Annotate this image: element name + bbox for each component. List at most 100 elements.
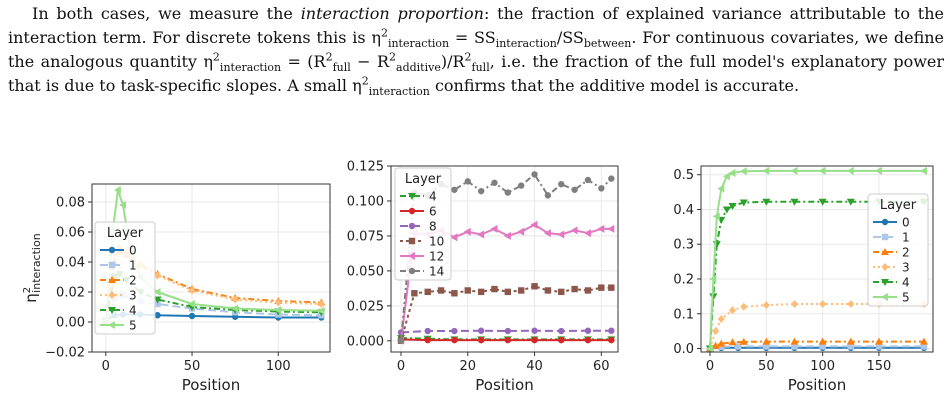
chart1-marker <box>317 300 325 308</box>
chart2-marker <box>583 229 591 238</box>
chart2-marker <box>491 285 498 293</box>
math-run: )/R <box>440 52 465 71</box>
chart3-xtick-label: 0 <box>706 359 714 374</box>
chart3-marker <box>846 337 855 345</box>
chart2-xtick-label: 60 <box>593 359 610 374</box>
chart3-series-3 <box>706 300 928 353</box>
math-run: = SS <box>449 28 496 47</box>
chart1-marker <box>154 271 162 280</box>
chart2-marker <box>558 180 565 188</box>
chart1-xlabel: Position <box>182 376 240 394</box>
chart3-marker <box>920 343 928 350</box>
chart2-xtick-label: 20 <box>460 359 477 374</box>
chart2-legend-label: 14 <box>429 265 444 279</box>
chart1-marker <box>231 295 239 304</box>
chart1-legend-label: 4 <box>129 304 137 318</box>
math-sup: 2 <box>212 50 220 64</box>
chart3-marker <box>712 327 720 336</box>
chart3-legend-title: Layer <box>880 198 917 213</box>
chart2-marker <box>584 336 592 344</box>
math-sub: full <box>471 61 490 75</box>
chart1-legend-label: 2 <box>129 274 137 288</box>
chart1-legend-title: Layer <box>107 226 144 241</box>
chart1-marker <box>231 304 239 313</box>
chart3-marker <box>881 293 888 301</box>
chart2-marker <box>557 230 565 239</box>
chart2-legend-label: 8 <box>429 220 437 234</box>
chart2-marker <box>584 176 592 184</box>
chart3-xtick-label: 150 <box>867 359 892 374</box>
chart2-marker <box>408 207 416 215</box>
math-run: = (R <box>281 52 326 71</box>
chart2-marker <box>504 327 512 335</box>
chart3-marker <box>734 343 742 350</box>
chart3-marker <box>881 218 889 226</box>
chart1-xtick-label: 100 <box>266 359 291 374</box>
chart2-marker <box>584 327 592 334</box>
chart2-marker <box>451 186 458 193</box>
chart1-frame <box>91 183 331 353</box>
math-sup: 2 <box>389 50 397 64</box>
chart1-marker <box>274 306 282 314</box>
chart2-marker <box>477 327 485 334</box>
chart2-marker <box>517 287 525 294</box>
chart-3: 0.00.10.20.30.40.50 50 100 150PositionLayer… <box>673 165 934 394</box>
chart1-ytick-label: 0.08 <box>56 196 85 211</box>
chart2-ytick-label: 0.125 <box>347 160 384 175</box>
chart2-marker <box>408 252 415 260</box>
chart3-marker <box>711 341 720 349</box>
chart2-marker <box>424 288 431 296</box>
chart3-xtick-label: 50 <box>758 359 775 374</box>
chart2-ytick-label: 0.100 <box>347 194 384 209</box>
chart2-series-line <box>400 173 612 341</box>
chart2-marker <box>408 237 416 245</box>
chart1-ytick-label: 0.04 <box>56 256 85 271</box>
chart3-marker <box>717 184 725 193</box>
chart3-marker <box>790 198 799 206</box>
chart2-marker <box>477 230 485 239</box>
chart1-ytick-label: 0.06 <box>56 226 85 241</box>
chart2-marker <box>570 226 578 235</box>
chart2-marker <box>463 227 471 236</box>
chart3-marker <box>740 302 748 311</box>
chart2-marker <box>597 224 605 233</box>
chart2-marker <box>571 186 578 193</box>
chart2-marker <box>608 284 615 291</box>
chart3-marker <box>763 343 770 350</box>
chart2-marker <box>531 171 538 178</box>
chart3-marker <box>728 202 737 210</box>
chart3-marker <box>818 198 827 206</box>
chart2-legend-label: 12 <box>429 250 444 264</box>
chart3-marker <box>819 343 826 350</box>
text-run: , i.e. the fraction of the full model's … <box>8 52 945 95</box>
chart2-ytick-label: 0.025 <box>347 299 384 314</box>
text-run: . For continuous covariates, we define t… <box>8 28 945 71</box>
chart3-ytick-label: 0.5 <box>673 168 694 183</box>
chart3-frame <box>700 165 934 353</box>
chart2-marker <box>598 185 605 192</box>
chart2-marker <box>408 222 416 230</box>
math-sub: interaction <box>219 61 282 75</box>
chart1-legend-label: 5 <box>129 319 137 333</box>
chart3-ytick-label: 0.4 <box>673 203 694 218</box>
math-sup: 2 <box>464 50 472 64</box>
chart3-marker <box>729 306 737 315</box>
chart3-series-1 <box>706 343 928 352</box>
chart2-marker <box>584 287 592 294</box>
chart1-marker <box>154 300 161 308</box>
chart1-marker <box>108 321 115 329</box>
chart2-marker <box>504 189 512 196</box>
chart1-marker <box>153 296 162 304</box>
math-sub: interaction <box>368 85 430 99</box>
chart3-marker <box>818 337 827 345</box>
chart3-legend-label: 2 <box>902 246 910 260</box>
chart3-marker <box>739 167 747 176</box>
chart1-marker <box>188 300 196 308</box>
chart2-marker <box>571 285 578 293</box>
chart2-marker <box>558 327 565 335</box>
chart3-marker <box>739 199 748 207</box>
chart2-marker <box>464 178 471 185</box>
chart3-marker <box>875 343 883 350</box>
chart2-marker <box>408 267 416 275</box>
